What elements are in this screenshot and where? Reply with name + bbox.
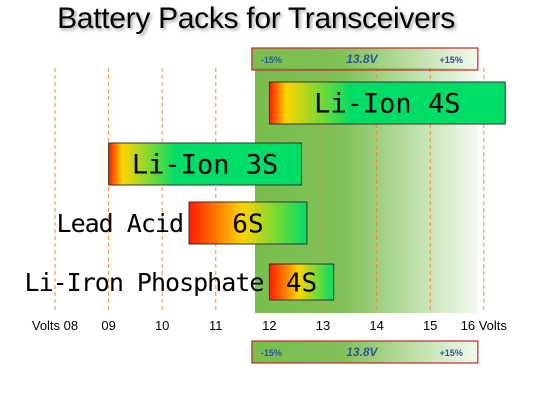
bar-label: Li-Ion 4S <box>314 89 460 120</box>
bar-lead-acid-6s: 6S Lead Acid <box>57 201 308 245</box>
bar-label: Li-Ion 3S <box>132 150 278 181</box>
x-tick-label: 13 <box>316 318 330 333</box>
bar-rect <box>108 142 303 186</box>
bar-outside-label: Li-Iron Phosphate <box>25 268 264 297</box>
tolerance-box <box>251 340 479 364</box>
x-tick-label: 15 <box>423 318 437 333</box>
x-tick-label: 09 <box>101 318 115 333</box>
tolerance-label-top: -15% 13.8V +15% <box>251 47 479 71</box>
tolerance-high-label: +15% <box>440 55 463 65</box>
tolerance-low-label: -15% <box>261 348 282 358</box>
x-tick-label: 16 Volts <box>461 318 508 333</box>
bar-li-ion-3s: Li-Ion 3S <box>108 142 303 186</box>
tolerance-low-label: -15% <box>261 55 282 65</box>
tolerance-high-label: +15% <box>440 348 463 358</box>
bar-rect <box>268 263 335 301</box>
tolerance-label-bottom: -15% 13.8V +15% <box>251 340 479 364</box>
bar-li-iron-phosphate-4s: 4S Li-Iron Phosphate <box>25 263 335 301</box>
bar-outside-label: Lead Acid <box>57 209 183 238</box>
bar-rect <box>268 81 506 125</box>
chart-title: Battery Packs for Transceivers <box>57 2 455 35</box>
tolerance-center-label: 13.8V <box>346 345 378 359</box>
bar-label: 4S <box>286 268 317 298</box>
tolerance-center-label: 13.8V <box>346 52 378 66</box>
bar-li-ion-4s: Li-Ion 4S <box>268 81 506 125</box>
x-tick-label: 10 <box>155 318 169 333</box>
bar-label: 6S <box>232 209 263 239</box>
bar-rect <box>188 201 308 245</box>
tolerance-box <box>251 47 479 71</box>
x-tick-label: 14 <box>369 318 383 333</box>
x-tick-label: 11 <box>209 318 223 333</box>
x-tick-label: 12 <box>262 318 276 333</box>
x-tick-label: Volts 08 <box>32 318 78 333</box>
